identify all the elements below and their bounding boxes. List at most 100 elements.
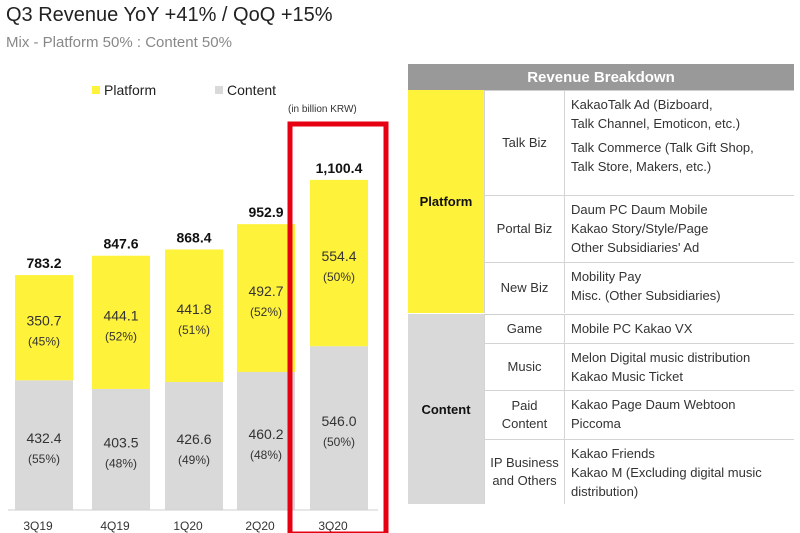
breakdown-item-line: Kakao Story/Style/Page: [571, 221, 709, 236]
platform-value-label-1Q20: 441.8: [176, 301, 211, 317]
platform-value-label-3Q19: 350.7: [26, 313, 61, 329]
platform-share-label-2Q20: (52%): [250, 305, 282, 319]
breakdown-item-line: Kakao Friends: [571, 446, 655, 461]
breakdown-item-line: Piccoma: [571, 416, 621, 431]
page-title: Q3 Revenue YoY +41% / QoQ +15%: [6, 4, 333, 26]
breakdown-row: Paid Content Kakao Page Daum Webtoon Piccom…: [484, 390, 794, 439]
breakdown-item-line: Kakao M (Excluding digital music: [571, 465, 762, 480]
breakdown-row: Music Melon Digital music distribution Kak…: [484, 343, 794, 390]
breakdown-item-line: Talk Commerce (Talk Gift Shop,: [571, 140, 754, 155]
breakdown-subcategory-line: Portal Biz: [496, 221, 553, 236]
bar-content-2Q20: [237, 371, 295, 510]
breakdown-row: Portal Biz Daum PC Daum Mobile Kakao Story…: [484, 195, 794, 262]
breakdown-item-line: Talk Store, Makers, etc.): [571, 159, 712, 174]
breakdown-items: Mobile PC Kakao VX: [565, 315, 794, 343]
platform-share-label-3Q20: (50%): [323, 270, 355, 284]
legend-label-platform: Platform: [104, 82, 156, 98]
legend-label-content: Content: [227, 82, 276, 98]
category-label-3Q20: 3Q20: [318, 519, 348, 533]
platform-share-label-3Q19: (45%): [28, 335, 60, 349]
platform-value-label-4Q19: 444.1: [103, 307, 138, 323]
breakdown-item-line: Other Subsidiaries' Ad: [571, 240, 700, 255]
content-value-label-1Q20: 426.6: [176, 431, 211, 447]
breakdown-subcategory: Paid Content: [484, 391, 565, 439]
content-value-label-4Q19: 403.5: [103, 434, 138, 450]
platform-share-label-4Q19: (52%): [105, 329, 137, 343]
content-share-label-2Q20: (48%): [250, 448, 282, 462]
bar-platform-3Q20: [310, 179, 368, 347]
breakdown-row: New Biz Mobility Pay Misc. (Other Subsidia…: [484, 262, 794, 313]
breakdown-row: Talk Biz KakaoTalk Ad (Bizboard, Talk Chan…: [484, 90, 794, 195]
breakdown-items: KakaoTalk Ad (Bizboard, Talk Channel, Emo…: [565, 91, 794, 195]
revenue-breakdown-table: Revenue Breakdown Platform Talk Biz KakaoT…: [408, 64, 794, 505]
category-label-1Q20: 1Q20: [173, 519, 203, 533]
content-share-label-1Q20: (49%): [178, 453, 210, 467]
legend-swatch-platform: [92, 86, 100, 94]
breakdown-items: Kakao Friends Kakao M (Excluding digital …: [565, 440, 794, 504]
content-share-label-3Q20: (50%): [323, 435, 355, 449]
category-label-2Q20: 2Q20: [245, 519, 275, 533]
breakdown-row: IP Business and Others Kakao Friends Kakao …: [484, 439, 794, 504]
bar-content-1Q20: [165, 382, 223, 510]
breakdown-subcategory: Portal Biz: [484, 196, 565, 262]
breakdown-subcategory: Music: [484, 344, 565, 390]
breakdown-item-line: Daum PC Daum Mobile: [571, 202, 708, 217]
bar-platform-2Q20: [237, 224, 295, 372]
breakdown-group-platform: Platform Talk Biz KakaoTalk Ad (Bizboard, T…: [408, 90, 794, 314]
breakdown-item-line: Kakao Music Ticket: [571, 369, 683, 384]
breakdown-items: Mobility Pay Misc. (Other Subsidiaries): [565, 263, 794, 313]
breakdown-group-content: Content Game Mobile PC Kakao VX Music Melon …: [408, 314, 794, 505]
bar-content-3Q19: [15, 380, 73, 510]
breakdown-subcategory-line: Paid: [511, 398, 538, 413]
bar-content-4Q19: [92, 388, 150, 510]
breakdown-rows: Talk Biz KakaoTalk Ad (Bizboard, Talk Chan…: [484, 90, 794, 313]
content-value-label-3Q20: 546.0: [321, 413, 356, 429]
breakdown-item-line: Kakao Page Daum Webtoon: [571, 397, 736, 412]
breakdown-subcategory-line: and Others: [492, 473, 557, 488]
total-label-4Q19: 847.6: [103, 236, 138, 252]
platform-value-label-2Q20: 492.7: [248, 283, 283, 299]
total-label-1Q20: 868.4: [176, 229, 211, 245]
platform-value-label-3Q20: 554.4: [321, 248, 356, 264]
bar-platform-4Q19: [92, 255, 150, 389]
breakdown-subcategory: Game: [484, 315, 565, 343]
content-share-label-4Q19: (48%): [105, 456, 137, 470]
highlight-box-3Q20: [287, 121, 389, 533]
revenue-stacked-bar-chart: Platform Content (in billion KRW) 783.2 350.…: [8, 82, 389, 533]
breakdown-subcategory-line: New Biz: [500, 280, 549, 295]
total-label-2Q20: 952.9: [248, 204, 283, 220]
breakdown-items: Kakao Page Daum Webtoon Piccoma: [565, 391, 794, 439]
revenue-breakdown-body: Platform Talk Biz KakaoTalk Ad (Bizboard, T…: [408, 90, 794, 505]
revenue-breakdown-title: Revenue Breakdown: [408, 64, 794, 90]
breakdown-category-label: Content: [408, 314, 484, 504]
breakdown-row: Game Mobile PC Kakao VX: [484, 314, 794, 343]
breakdown-subcategory-line: IP Business: [490, 455, 559, 470]
breakdown-subcategory-line: Content: [501, 416, 548, 431]
breakdown-item-line: KakaoTalk Ad (Bizboard,: [571, 97, 713, 112]
total-label-3Q20: 1,100.4: [316, 160, 363, 176]
breakdown-subcategory: New Biz: [484, 263, 565, 313]
breakdown-rows: Game Mobile PC Kakao VX Music Melon Digital…: [484, 314, 794, 504]
total-label-3Q19: 783.2: [26, 255, 61, 271]
content-value-label-3Q19: 432.4: [26, 430, 61, 446]
category-label-3Q19: 3Q19: [23, 519, 53, 533]
breakdown-category-label: Platform: [408, 90, 484, 313]
breakdown-item-line: distribution): [571, 484, 639, 499]
breakdown-item-line: Mobility Pay: [571, 269, 642, 284]
breakdown-item-line: Mobile PC Kakao VX: [571, 321, 693, 336]
breakdown-items: Daum PC Daum Mobile Kakao Story/Style/Pag…: [565, 196, 794, 262]
content-value-label-2Q20: 460.2: [248, 426, 283, 442]
bar-platform-1Q20: [165, 249, 223, 383]
breakdown-item-line: Talk Channel, Emoticon, etc.): [571, 116, 741, 131]
breakdown-item-line: Melon Digital music distribution: [571, 350, 751, 365]
content-share-label-3Q19: (55%): [28, 452, 60, 466]
page-subtitle: Mix - Platform 50% : Content 50%: [6, 34, 232, 51]
category-label-4Q19: 4Q19: [100, 519, 130, 533]
breakdown-subcategory: IP Business and Others: [484, 440, 565, 504]
unit-label: (in billion KRW): [288, 104, 357, 115]
breakdown-subcategory-line: Talk Biz: [502, 135, 547, 150]
breakdown-item-line: Misc. (Other Subsidiaries): [571, 288, 721, 303]
bar-content-3Q20: [310, 346, 368, 510]
legend-swatch-content: [215, 86, 223, 94]
breakdown-subcategory-line: Music: [507, 359, 542, 374]
